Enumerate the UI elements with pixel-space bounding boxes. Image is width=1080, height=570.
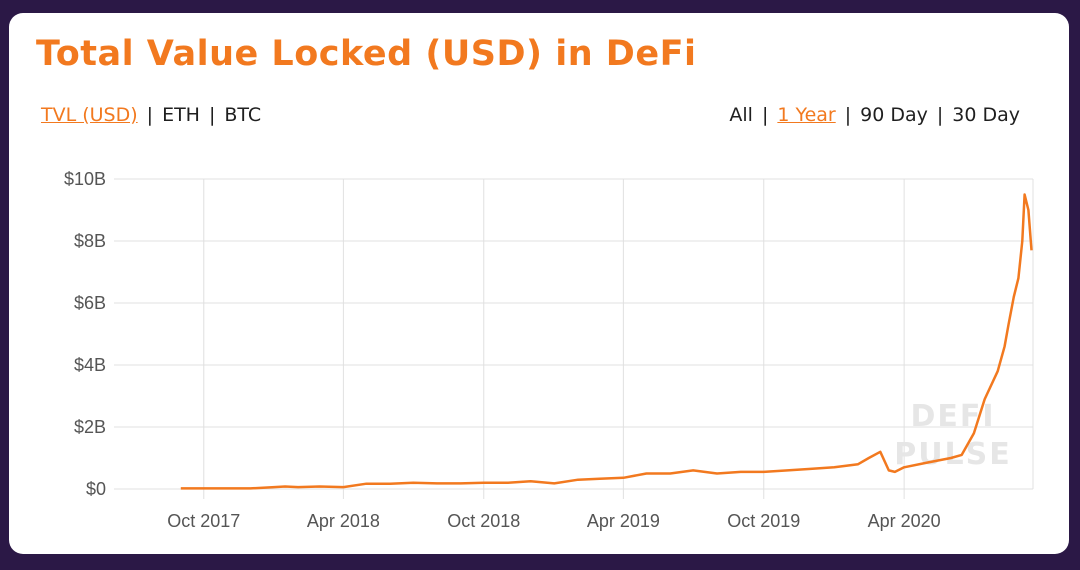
y-tick-label: $6B (74, 293, 106, 313)
y-tick-label: $10B (64, 169, 106, 189)
range-tab-all[interactable]: All (729, 104, 753, 126)
metric-selector: TVL (USD) | ETH | BTC (41, 104, 261, 126)
y-tick-label: $4B (74, 355, 106, 375)
metric-tab-tvl-usd[interactable]: TVL (USD) (41, 104, 138, 126)
page-title: Total Value Locked (USD) in DeFi (36, 34, 697, 74)
defi-pulse-watermark: DEFI PULSE (894, 399, 1010, 472)
y-tick-label: $0 (86, 479, 106, 499)
separator: | (208, 104, 216, 126)
range-tab-90-day[interactable]: 90 Day (860, 104, 928, 126)
y-tick-label: $2B (74, 417, 106, 437)
range-tab-30-day[interactable]: 30 Day (952, 104, 1020, 126)
chart-card (9, 13, 1069, 554)
y-tick-label: $8B (74, 231, 106, 251)
series-line-tvl (180, 193, 1033, 490)
range-selector: All | 1 Year | 90 Day | 30 Day (729, 104, 1020, 126)
separator: | (146, 104, 154, 126)
separator: | (761, 104, 769, 126)
x-tick-label: Oct 2017 (167, 511, 240, 531)
metric-tab-eth[interactable]: ETH (162, 104, 200, 126)
separator: | (936, 104, 944, 126)
range-tab-1-year[interactable]: 1 Year (777, 104, 836, 126)
chart-grid (114, 178, 1034, 499)
y-axis-ticks: $0 $2B $4B $6B $8B $10B (64, 169, 106, 499)
x-tick-label: Apr 2018 (307, 511, 380, 531)
separator: | (844, 104, 852, 126)
x-tick-label: Apr 2020 (868, 511, 941, 531)
metric-tab-btc[interactable]: BTC (224, 104, 262, 126)
x-tick-label: Oct 2018 (447, 511, 520, 531)
x-tick-label: Oct 2019 (727, 511, 800, 531)
x-axis-ticks: Oct 2017 Apr 2018 Oct 2018 Apr 2019 Oct 2019… (167, 511, 940, 531)
x-tick-label: Apr 2019 (587, 511, 660, 531)
